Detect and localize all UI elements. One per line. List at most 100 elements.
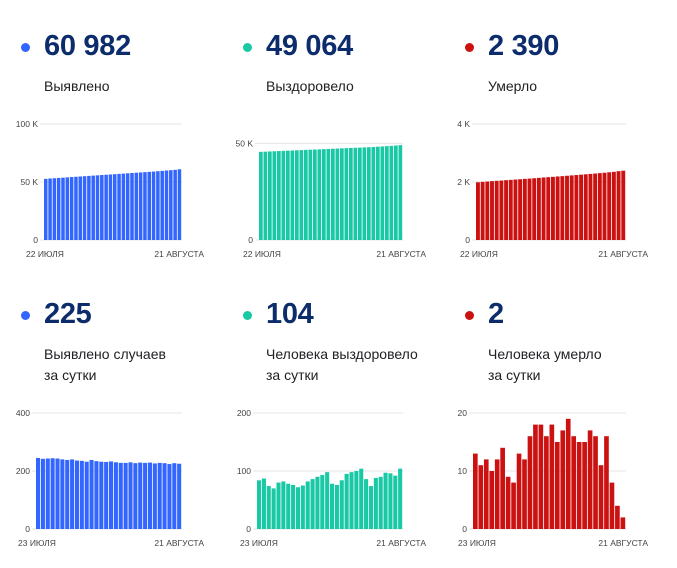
bar [349, 472, 354, 529]
bar [551, 176, 555, 240]
chart-recovered-daily: 0 100 200 23 ИЮЛЯ 21 АВГУСТА [237, 408, 427, 548]
x-end-label: 21 АВГУСТА [154, 249, 204, 259]
bar [320, 475, 325, 529]
bar [571, 436, 577, 529]
bar [569, 175, 574, 240]
x-start-label: 22 ИЮЛЯ [243, 249, 281, 259]
bar [362, 147, 367, 240]
bar [277, 151, 281, 240]
bar [276, 482, 281, 529]
bar [583, 174, 588, 240]
bar [65, 177, 70, 240]
bar [118, 462, 123, 529]
bar [177, 169, 182, 240]
bar [167, 464, 172, 529]
total-deaths-value: 2 390 [488, 30, 560, 62]
bar [494, 459, 500, 529]
bar [113, 174, 117, 240]
bar [117, 173, 121, 240]
bar [295, 150, 299, 240]
bar [367, 147, 371, 240]
bar [593, 173, 598, 240]
total-deaths-label: Умерло [488, 78, 538, 94]
series-color-dot [465, 311, 474, 320]
bar [128, 462, 133, 529]
bar [393, 475, 398, 529]
bar [378, 476, 383, 529]
bar [281, 481, 286, 529]
y-tick-label: 0 [25, 524, 30, 534]
bar [134, 172, 139, 240]
bar [40, 458, 45, 529]
bar [133, 463, 138, 529]
bar [476, 182, 480, 240]
bar [152, 463, 157, 529]
panel-recovered-total: 49 064 Выздоровело [237, 28, 452, 298]
bar [160, 170, 164, 240]
bar [305, 481, 310, 529]
bar [505, 476, 511, 529]
y-tick-label: 0 [465, 235, 470, 245]
daily-recovered-label: Человека выздоровело за сутки [266, 346, 418, 383]
bar [607, 172, 612, 240]
bar [597, 173, 602, 240]
bar [48, 178, 52, 240]
bar [308, 149, 313, 240]
bar [611, 171, 616, 240]
bar [60, 459, 65, 529]
bar [113, 462, 118, 529]
bar [560, 176, 565, 240]
bar [108, 174, 113, 240]
bar [334, 484, 339, 529]
bar [44, 178, 48, 240]
bar [376, 146, 380, 240]
daily-detected-value: 225 [44, 298, 92, 330]
total-detected-value: 60 982 [44, 30, 131, 62]
bar [65, 459, 70, 529]
bar [616, 171, 621, 240]
bar [339, 480, 344, 529]
bar [177, 463, 182, 529]
bar [621, 170, 626, 240]
panel-detected-total: 60 982 Выявлено [15, 28, 230, 298]
bar [359, 468, 364, 529]
daily-recovered-value: 104 [266, 298, 314, 330]
bar [383, 472, 388, 529]
bar [344, 148, 349, 240]
bar [389, 145, 394, 240]
bar [615, 505, 620, 529]
daily-detected-label: Выявлено случаев за сутки [44, 346, 166, 383]
bar [508, 179, 513, 240]
bar [100, 175, 104, 240]
bar [368, 486, 373, 529]
bar [266, 486, 271, 529]
bar [394, 145, 398, 240]
panel-deaths-daily: 2 Человека умерло за сутки [459, 296, 674, 566]
bar [532, 178, 537, 240]
bar [398, 468, 403, 529]
y-tick-label: 0 [462, 524, 467, 534]
bar [598, 465, 604, 529]
bar [259, 151, 263, 240]
bar [371, 147, 376, 240]
bar [364, 479, 369, 529]
chart-detected-daily: 0 200 400 23 ИЮЛЯ 21 АВГУСТА [16, 408, 205, 548]
series-color-dot [465, 43, 474, 52]
bar [485, 181, 490, 240]
daily-deaths-label: Человека умерло за сутки [488, 346, 602, 383]
bar [380, 146, 385, 240]
bar [109, 461, 114, 529]
y-tick-label: 10 [458, 466, 468, 476]
bar [490, 181, 494, 240]
bar [587, 430, 593, 529]
bar [257, 480, 262, 529]
bar [104, 174, 108, 240]
y-tick-label: 4 K [457, 119, 470, 129]
bar [518, 179, 523, 240]
bar [138, 462, 143, 529]
bar [565, 175, 569, 240]
bar [172, 463, 177, 529]
bar [263, 151, 268, 240]
bar [588, 173, 593, 240]
bar [576, 442, 582, 529]
